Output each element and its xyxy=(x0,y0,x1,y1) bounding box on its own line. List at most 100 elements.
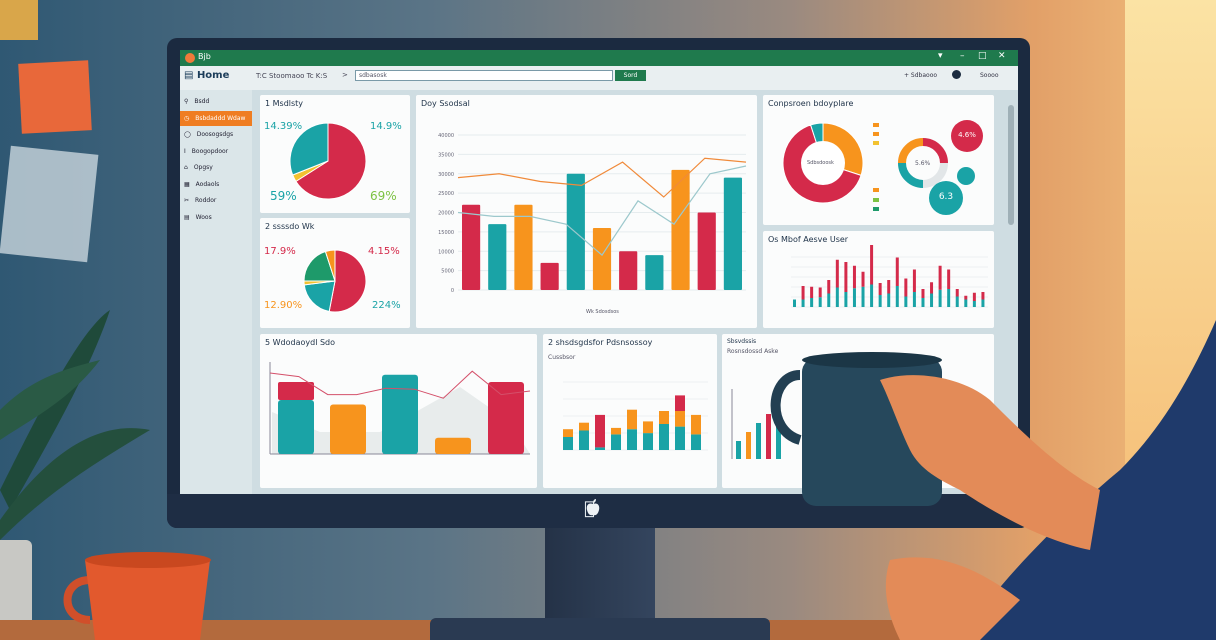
pct-label: 12.90% xyxy=(264,300,303,311)
breadcrumb[interactable]: T:C Stoomaoo Tc K:S xyxy=(256,72,328,80)
panel-active-users: Os Mbof Aesve User xyxy=(763,231,994,328)
bar-segment xyxy=(675,395,685,411)
settings-link[interactable]: Soooo xyxy=(980,72,999,79)
pie-chart xyxy=(289,122,367,200)
sidebar-item[interactable]: I Boogopdoor xyxy=(180,144,252,159)
search-button[interactable]: Sord xyxy=(615,70,646,81)
bar-segment xyxy=(972,301,976,307)
sleeve xyxy=(960,320,1216,640)
panel-daily-trend: Doy Ssodsal 0 5000 10000 15000 20000 25000 300… xyxy=(416,95,757,328)
y-tick-label: 25000 xyxy=(438,191,454,197)
sidebar-item[interactable]: ◷ Bsbdaddd Wdaw xyxy=(180,110,252,126)
chevron-right-icon: > xyxy=(342,71,348,79)
bar-segment xyxy=(921,289,925,298)
bar-segment xyxy=(827,293,831,307)
bar-segment xyxy=(579,430,589,450)
bar-segment xyxy=(947,289,951,307)
user-avatar-icon[interactable] xyxy=(952,70,961,79)
sidebar-item-label: Bsbdaddd Wdaw xyxy=(195,114,246,122)
sidebar-item-label: Roddor xyxy=(195,197,217,204)
bar-segment xyxy=(964,299,968,307)
mug-handle xyxy=(770,370,802,445)
bar-segment xyxy=(675,426,685,450)
pct-label: 69% xyxy=(370,189,397,203)
bar-segment xyxy=(675,411,685,427)
pie-slice xyxy=(303,250,336,282)
panel-performance: 2 shsdsgdsfor Pdsnsossoy Cussbsor xyxy=(543,334,717,488)
menu-icon[interactable]: ▾ xyxy=(938,51,943,61)
bar xyxy=(619,251,638,290)
apple-logo-icon xyxy=(586,499,600,516)
series-line xyxy=(457,157,747,198)
sticky-note xyxy=(0,0,38,40)
bar xyxy=(330,404,366,454)
bar xyxy=(645,255,664,290)
bar-segment xyxy=(579,422,589,431)
minimize-button[interactable]: – xyxy=(960,51,965,61)
bar xyxy=(592,228,612,290)
bar xyxy=(540,262,559,290)
bar-segment xyxy=(611,427,621,435)
y-tick-label: 20000 xyxy=(438,211,454,217)
legend-swatch xyxy=(873,188,879,192)
bar-segment xyxy=(861,271,865,287)
scrollbar[interactable] xyxy=(1008,105,1014,225)
bar xyxy=(514,204,533,290)
y-tick-label: 5000 xyxy=(441,269,454,275)
pie-slice xyxy=(303,280,336,313)
panel-subtitle: Rosnsdossd Aske xyxy=(727,348,779,355)
panel-title: 1 Msdlsty xyxy=(265,99,304,108)
bar-segment xyxy=(801,299,805,307)
bar-segment xyxy=(643,421,653,434)
legend-swatch xyxy=(873,123,879,127)
tools-icon: ✂ xyxy=(184,197,190,204)
maximize-button[interactable]: □ xyxy=(978,51,987,61)
add-button[interactable]: + Sdbaooo xyxy=(904,72,938,79)
legend-swatch xyxy=(873,132,879,136)
bar-segment xyxy=(912,292,916,307)
bar-segment xyxy=(691,434,701,450)
sidebar-item[interactable]: ▦ Aodaols xyxy=(180,177,252,192)
panel-title: 2 ssssdo Wk xyxy=(265,222,315,231)
bar xyxy=(488,224,507,290)
bar-segment xyxy=(818,287,822,298)
stacked-bar-chart xyxy=(563,381,708,451)
sidebar-item[interactable]: ▤ Woos xyxy=(180,210,252,225)
bar-segment xyxy=(844,292,848,307)
bar-segment xyxy=(981,292,985,300)
panel-title: Sbsvdssis xyxy=(727,338,757,345)
panel-subtitle: Cussbsor xyxy=(548,354,576,361)
other-hand xyxy=(885,557,1020,640)
panel-title: 5 Wdodaoydl Sdo xyxy=(265,338,336,347)
bar-segment xyxy=(938,289,942,307)
legend-swatch xyxy=(873,198,879,202)
wall-chart-poster xyxy=(0,145,99,263)
monitor-base xyxy=(430,618,770,640)
legend-swatch xyxy=(873,141,879,145)
home-label: Home xyxy=(196,70,230,81)
pct-label: 14.9% xyxy=(370,121,402,132)
bar-segment xyxy=(852,265,856,289)
bar xyxy=(488,382,524,454)
grid-icon: ▤ xyxy=(184,213,190,221)
home-title[interactable]: ▤ Home xyxy=(184,70,230,81)
pie-chart xyxy=(303,249,367,313)
bar-segment xyxy=(870,245,874,285)
y-tick-label: 30000 xyxy=(438,172,454,178)
y-tick-label: 10000 xyxy=(438,249,454,255)
close-button[interactable]: ✕ xyxy=(998,51,1006,61)
panel-title: Conpsroen bdoyplare xyxy=(768,99,854,108)
donut-center-label: 5.6% xyxy=(915,160,931,167)
bar-segment xyxy=(912,269,916,292)
sidebar-item-label: Doosogsdgs xyxy=(196,131,234,138)
sidebar-item[interactable]: ⚲ Bsdd xyxy=(180,94,252,109)
window-title: Bjb xyxy=(198,52,211,61)
bar-segment xyxy=(878,295,882,307)
sidebar-item[interactable]: ◯ Doosogsdgs xyxy=(180,127,252,142)
bar-segment xyxy=(659,411,669,424)
sidebar-item[interactable]: ✂ Roddor xyxy=(180,193,252,208)
sidebar-item[interactable]: ⌂ Opgsy xyxy=(180,160,252,175)
bar-segment xyxy=(895,257,899,286)
search-input[interactable]: sdbasosk xyxy=(355,70,613,81)
bar-segment xyxy=(921,298,925,307)
